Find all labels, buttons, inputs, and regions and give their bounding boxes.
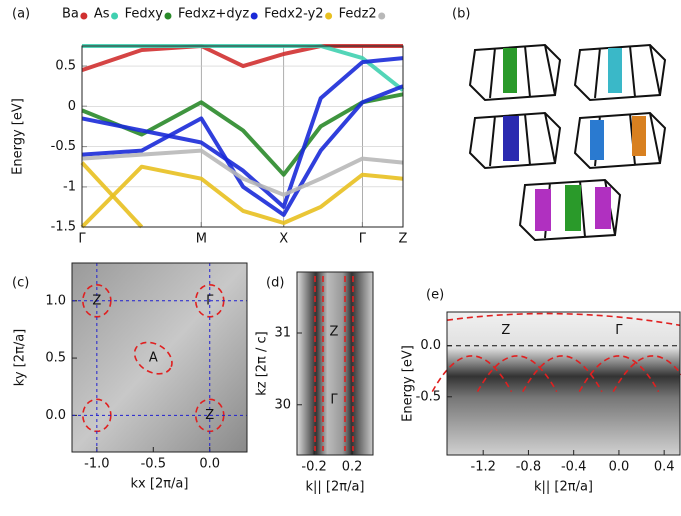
plot: -0.2 0.2 30 31 Z Γk|| [2π/a] kz [2π / c] xyxy=(255,271,374,495)
legend-label: Fedxy xyxy=(125,7,164,22)
legend-swatch xyxy=(111,12,119,20)
point-label: Z xyxy=(501,323,510,338)
x-tick-label: Z xyxy=(399,232,408,247)
y-tick-label: -0.5 xyxy=(51,139,76,154)
x-tick-label: -0.4 xyxy=(561,460,586,475)
legend-swatch xyxy=(164,12,172,20)
band-guide xyxy=(578,355,660,393)
intensity-map xyxy=(447,312,680,455)
intensity-map xyxy=(72,263,247,452)
y-tick-label: 0.5 xyxy=(45,351,66,366)
x-tick-label: 0.2 xyxy=(342,460,363,475)
x-tick-label: Γ xyxy=(78,232,86,247)
band xyxy=(81,148,404,197)
x-axis-title: k|| [2π/a] xyxy=(534,480,593,495)
x-tick-label: 0.4 xyxy=(654,460,675,475)
panel-label: (b) xyxy=(452,7,470,22)
y-tick-label: 0.0 xyxy=(45,408,66,423)
band xyxy=(81,84,404,217)
point-label: Z xyxy=(92,293,101,308)
point-label: Γ xyxy=(206,293,214,308)
y-tick-label: -1 xyxy=(63,179,76,194)
y-tick-label: 30 xyxy=(274,397,291,412)
legend-swatch xyxy=(378,12,386,20)
legend-label: Ba xyxy=(62,7,79,22)
point-label: Γ xyxy=(615,323,623,338)
x-tick-label: -0.8 xyxy=(516,460,541,475)
x-tick-label: M xyxy=(196,232,207,247)
x-tick-label: -0.2 xyxy=(301,460,326,475)
point-label: Z xyxy=(330,325,339,340)
y-tick-label: 0.5 xyxy=(55,59,76,74)
plot-frame xyxy=(71,262,248,453)
x-tick-label: -0.5 xyxy=(141,457,166,472)
band-guide xyxy=(431,355,513,393)
y-tick-label: -0.5 xyxy=(416,389,441,404)
plot: -1.2 -0.8 -0.4 0.0 0.4 0.0 -0.5 Z Γk|| [2π/a] Ene… xyxy=(401,311,681,495)
x-tick-label: 0.0 xyxy=(199,457,220,472)
band-guide xyxy=(476,355,558,393)
y-tick-label: 0.0 xyxy=(420,338,441,353)
plot-frame xyxy=(446,311,681,456)
x-tick-label: X xyxy=(279,232,288,247)
band xyxy=(80,161,144,229)
x-axis-title: kx [2π/a] xyxy=(131,477,189,492)
intensity-map xyxy=(297,272,373,455)
band-guide xyxy=(522,355,603,393)
x-tick-label: -1.2 xyxy=(471,460,496,475)
legend-swatch xyxy=(80,12,88,20)
y-axis-title: kz [2π / c] xyxy=(255,331,270,396)
plot-frame xyxy=(81,45,404,228)
point-label: A xyxy=(149,351,158,366)
panel-label: (a) xyxy=(12,7,30,22)
point-label: Z xyxy=(205,408,214,423)
legend-label: As xyxy=(94,7,110,22)
legend-label: Fedxz+dyz xyxy=(178,7,249,22)
y-tick-label: 1.0 xyxy=(45,293,66,308)
legend-swatch xyxy=(250,12,258,20)
x-axis-title: k|| [2π/a] xyxy=(305,480,364,495)
y-axis-title: ky [2π/a] xyxy=(13,329,28,386)
legend-label: Fedx2-y2 xyxy=(264,7,323,22)
band xyxy=(81,92,404,177)
point-label: Γ xyxy=(330,393,338,408)
panel-label: (e) xyxy=(426,288,444,303)
panel-label: (c) xyxy=(12,276,29,291)
fermi-contour xyxy=(133,341,173,375)
x-tick-label: -1.0 xyxy=(84,457,109,472)
plot: -1.0 -0.5 0.0 0.0 0.5 1.0 Z Γ A Zkx [2π/a] ky [2π/… xyxy=(13,262,248,492)
plot-frame xyxy=(296,271,374,456)
band-guide xyxy=(612,355,681,393)
y-axis-title: Energy [eV] xyxy=(401,345,416,422)
y-tick-label: 0 xyxy=(68,99,76,114)
y-axis-title: Energy [eV] xyxy=(11,98,26,175)
band xyxy=(80,164,404,229)
legend-label: Fedz2 xyxy=(339,7,377,22)
brillouin-zones xyxy=(468,43,667,242)
plot: Γ M X Γ Z -1.5 -1 -0.5 0 0.5 Ba As Fedxy Fedxz+dyz Fed… xyxy=(11,7,408,247)
x-tick-label: 0.0 xyxy=(609,460,630,475)
x-tick-label: Γ xyxy=(359,232,367,247)
y-tick-label: 31 xyxy=(274,326,291,341)
band-guide xyxy=(446,312,681,327)
y-tick-label: -1.5 xyxy=(51,220,76,235)
panel-label: (d) xyxy=(266,276,284,291)
legend-swatch xyxy=(325,12,333,20)
